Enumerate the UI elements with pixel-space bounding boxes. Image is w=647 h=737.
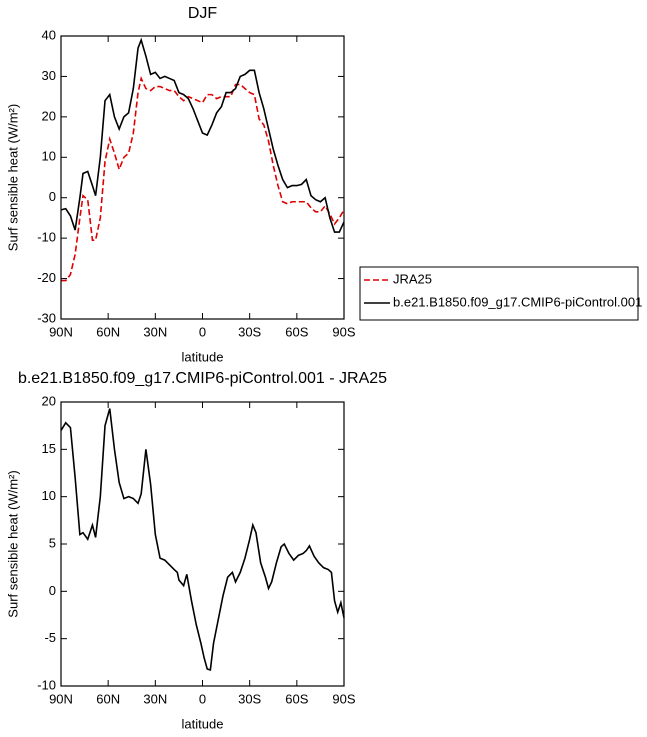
- y-tick-label: -20: [37, 270, 56, 285]
- y-tick-label: 5: [49, 535, 56, 550]
- legend-label: JRA25: [393, 271, 432, 286]
- x-tick-label: 90S: [332, 691, 355, 706]
- x-axis-label: latitude: [182, 716, 224, 731]
- x-tick-label: 90S: [332, 324, 355, 339]
- y-tick-label: 20: [42, 393, 56, 408]
- x-tick-label: 60N: [96, 691, 120, 706]
- plot-frame: [60, 401, 345, 687]
- y-tick-label: 0: [49, 189, 56, 204]
- data-line: [60, 408, 345, 671]
- chart-title: b.e21.B1850.f09_g17.CMIP6-piControl.001 …: [18, 370, 387, 387]
- x-tick-label: 0: [199, 691, 206, 706]
- y-tick-label: 30: [42, 68, 56, 83]
- x-tick-label: 90N: [49, 691, 73, 706]
- legend-box: [359, 266, 639, 321]
- chart-title: DJF: [188, 5, 218, 22]
- y-tick-label: 40: [42, 27, 56, 42]
- y-tick-label: -10: [37, 230, 56, 245]
- x-tick-label: 90N: [49, 324, 73, 339]
- y-tick-label: -10: [37, 677, 56, 692]
- y-tick-label: -30: [37, 310, 56, 325]
- x-tick-label: 60N: [96, 324, 120, 339]
- y-tick-label: -5: [44, 630, 56, 645]
- x-tick-label: 30S: [238, 691, 261, 706]
- y-axis-label: Surf sensible heat (W/m²): [5, 470, 20, 617]
- x-tick-label: 60S: [285, 691, 308, 706]
- x-tick-label: 30N: [143, 691, 167, 706]
- plot-frame: [60, 35, 345, 320]
- y-axis-label: Surf sensible heat (W/m²): [5, 104, 20, 251]
- x-tick-label: 0: [199, 324, 206, 339]
- data-line: [61, 75, 345, 282]
- y-tick-label: 10: [42, 149, 56, 164]
- y-tick-label: 20: [42, 108, 56, 123]
- y-tick-label: 10: [42, 488, 56, 503]
- x-tick-label: 60S: [285, 324, 308, 339]
- x-tick-label: 30N: [143, 324, 167, 339]
- y-tick-label: 15: [42, 441, 56, 456]
- data-line: [60, 37, 345, 233]
- y-tick-label: 0: [49, 583, 56, 598]
- x-tick-label: 30S: [238, 324, 261, 339]
- x-axis-label: latitude: [182, 349, 224, 364]
- legend-label: b.e21.B1850.f09_g17.CMIP6-piControl.001: [393, 294, 642, 309]
